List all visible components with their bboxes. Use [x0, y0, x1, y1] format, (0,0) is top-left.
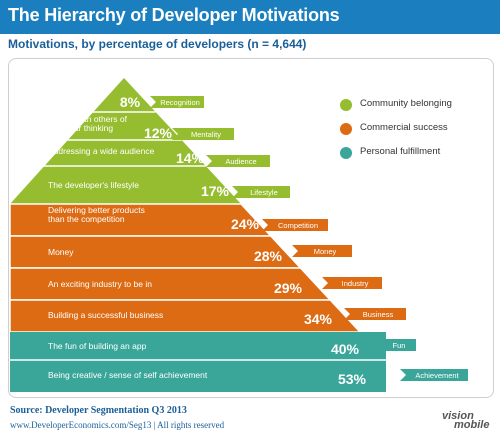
row-description: Delivering better products — [48, 205, 145, 215]
row-description: An exciting industry to be in — [48, 279, 152, 289]
tag-recognition — [150, 96, 204, 108]
legend-dot-personal — [340, 147, 352, 159]
row-description: The developer's lifestyle — [48, 180, 139, 190]
logo-line1: vision — [442, 410, 474, 422]
row-description: Working with others of — [43, 114, 128, 124]
band-personal — [10, 332, 386, 392]
legend-item-commercial: Commercial success — [340, 120, 490, 144]
legend-label: Commercial success — [360, 122, 448, 133]
tag-label: Achievement — [415, 371, 459, 380]
legend-item-personal: Personal fulfillment — [340, 144, 490, 168]
tag-money — [292, 245, 352, 257]
footer-source: Source: Developer Segmentation Q3 2013 — [10, 405, 187, 416]
legend-label: Personal fulfillment — [360, 146, 441, 157]
row-description: recognition — [41, 85, 83, 95]
tag-label: Industry — [342, 279, 369, 288]
value-label: 28% — [254, 248, 283, 264]
visionmobile-logo: vision mobile — [440, 404, 498, 432]
value-label: 24% — [231, 216, 260, 232]
value-label: 17% — [201, 183, 230, 199]
row-description: Peer — [53, 76, 71, 86]
pyramid-bands — [9, 78, 386, 392]
chart-title: The Hierarchy of Developer Motivations — [8, 5, 340, 25]
row-description: Addressing a wide audience — [48, 146, 155, 156]
tag-label: Competition — [278, 221, 318, 230]
tag-label: Fun — [393, 341, 406, 350]
tag-lifestyle — [232, 186, 290, 198]
legend-label: Community belonging — [360, 98, 452, 109]
tag-label: Audience — [225, 157, 256, 166]
row-description: than the competition — [48, 214, 125, 224]
pyramid-tags: Recognition Mentality Audience Lifestyle Com… — [150, 96, 468, 381]
value-label: 34% — [304, 311, 333, 327]
row-description: Money — [48, 247, 74, 257]
row-description: Being creative / sense of self achieveme… — [48, 370, 208, 380]
tag-label: Mentality — [191, 130, 221, 139]
tag-fun — [376, 339, 416, 351]
chart-subtitle: Motivations, by percentage of developers… — [8, 37, 307, 51]
title-bar: The Hierarchy of Developer Motivations — [0, 0, 500, 34]
row-description: similar thinking — [57, 123, 113, 133]
value-label: 8% — [120, 94, 141, 110]
value-label: 40% — [331, 341, 360, 357]
row-description: The fun of building an app — [48, 341, 147, 351]
value-label: 53% — [338, 371, 367, 387]
tag-business — [344, 308, 406, 320]
tag-industry — [322, 277, 382, 289]
logo-line2: mobile — [454, 419, 490, 431]
row-description: Building a successful business — [48, 310, 163, 320]
value-label: 14% — [176, 150, 205, 166]
tag-mentality — [172, 128, 234, 140]
legend-dot-community — [340, 99, 352, 111]
tag-achievement — [400, 369, 468, 381]
band-community — [10, 78, 242, 204]
value-label: 12% — [144, 125, 173, 141]
tag-label: Money — [314, 247, 337, 256]
value-label: 29% — [274, 280, 303, 296]
tag-label: Recognition — [160, 98, 200, 107]
tag-audience — [206, 155, 270, 167]
legend-dot-commercial — [340, 123, 352, 135]
tag-competition — [262, 219, 328, 231]
tag-label: Business — [363, 310, 394, 319]
legend: Community belonging Commercial success P… — [340, 96, 490, 168]
tag-label: Lifestyle — [250, 188, 278, 197]
footer-url[interactable]: www.DeveloperEconomics.com/Seg13 | All r… — [10, 420, 225, 430]
legend-item-community: Community belonging — [340, 96, 490, 120]
